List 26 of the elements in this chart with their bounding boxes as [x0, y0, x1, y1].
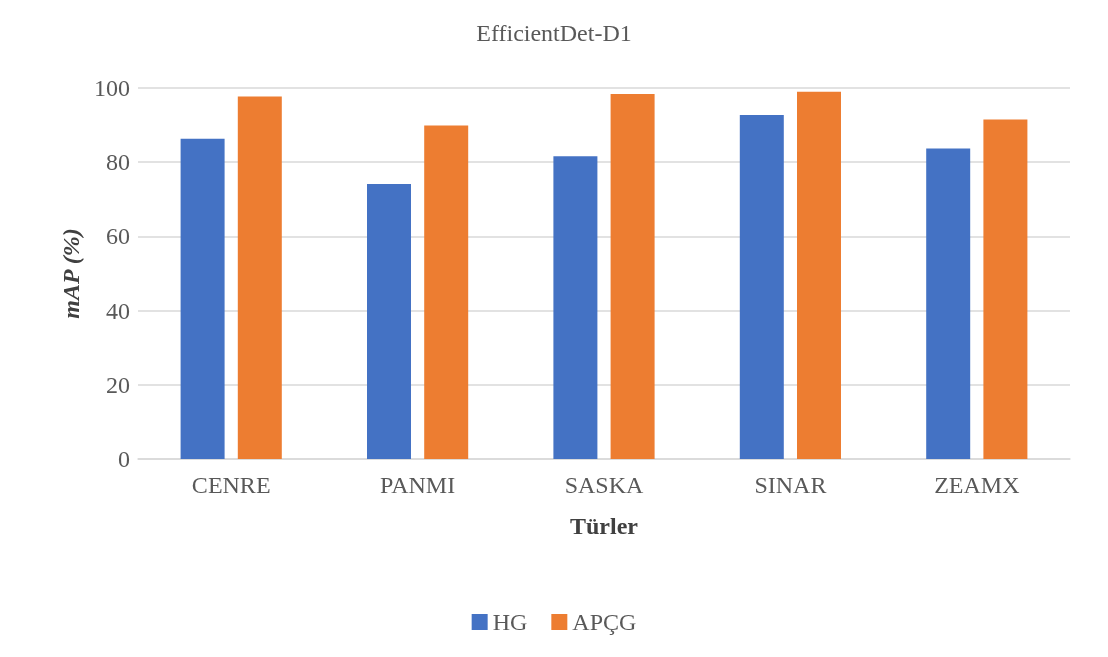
- y-tick-label: 60: [106, 223, 130, 250]
- y-tick-label: 40: [106, 297, 130, 324]
- y-tick-label: 0: [118, 446, 130, 472]
- bar: [180, 138, 225, 459]
- legend-label: HG: [492, 609, 528, 635]
- x-tick-label: PANMI: [380, 472, 456, 498]
- legend-label: APÇG: [572, 609, 637, 635]
- bar: [983, 119, 1028, 459]
- x-axis-title: Türler: [570, 513, 639, 539]
- x-tick-label: CENRE: [191, 472, 271, 498]
- x-tick-label: SINAR: [754, 472, 827, 498]
- bar: [553, 156, 598, 459]
- bar: [610, 93, 655, 459]
- x-tick-label: SASKA: [564, 472, 645, 498]
- y-tick-label: 80: [106, 149, 130, 176]
- y-tick-label: 100: [94, 75, 130, 101]
- y-tick-label: 20: [106, 371, 130, 398]
- chart-title: EfficientDet-D1: [476, 20, 632, 46]
- y-axis-title: mAP (%): [58, 228, 85, 319]
- bar: [739, 115, 784, 459]
- bar: [237, 96, 282, 459]
- bar: [926, 148, 971, 459]
- x-tick-label: ZEAMX: [934, 472, 1020, 498]
- bar: [797, 91, 841, 459]
- bar: [424, 125, 469, 459]
- bar: [367, 184, 411, 459]
